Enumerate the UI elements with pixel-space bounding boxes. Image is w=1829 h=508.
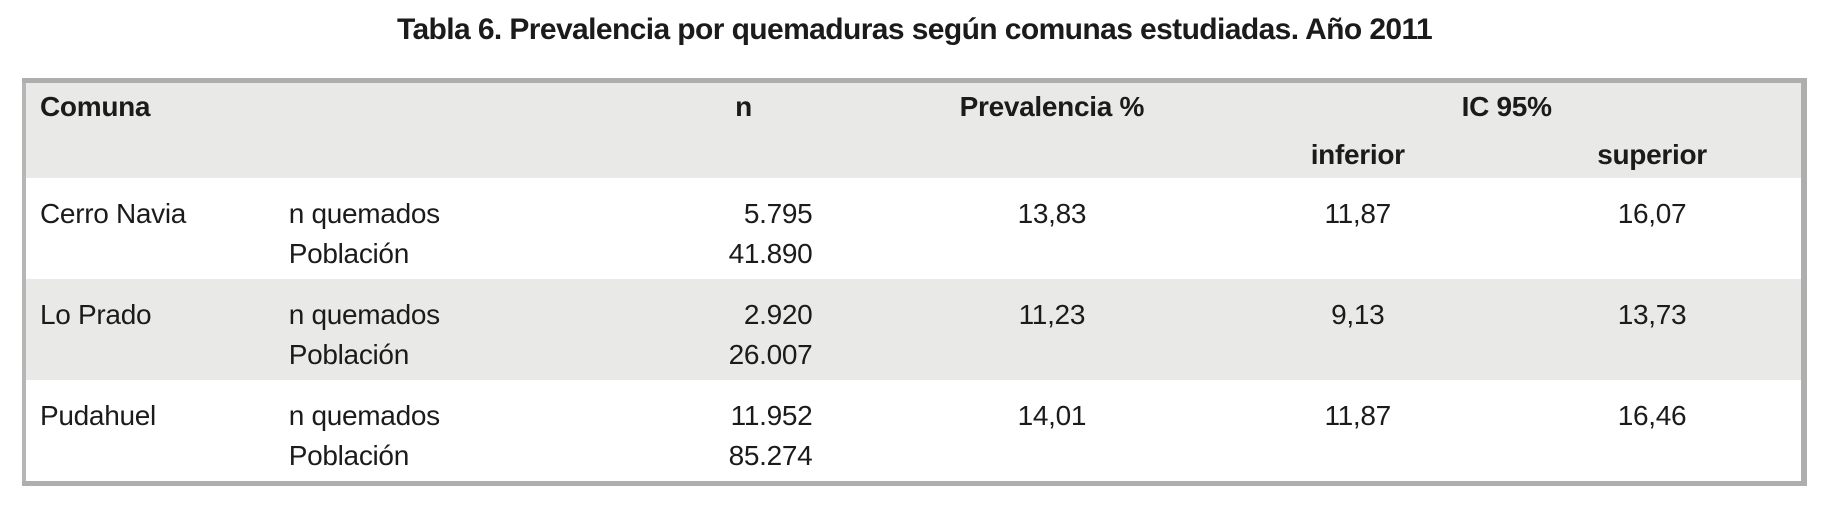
measure-value: 41.890 [728, 238, 813, 269]
table-row-cerro-navia: Cerro Navia n quemados Población 5.795 4… [24, 178, 1804, 279]
col-header-n: n [595, 80, 892, 131]
header-spacer [274, 131, 596, 178]
measure-values: 5.795 41.890 [596, 178, 892, 279]
col-header-ic-superior: superior [1503, 131, 1804, 178]
measure-value: 2.920 [743, 299, 813, 330]
measure-label: n quemados [288, 299, 440, 330]
table-row-lo-prado: Lo Prado n quemados Población 2.920 26.0… [24, 279, 1804, 380]
measure-label: n quemados [288, 400, 440, 431]
prevalence-table: Comuna n Prevalencia % IC 95% inferior s… [22, 78, 1807, 486]
comuna-name: Pudahuel [40, 400, 156, 431]
prevalencia-value: 14,01 [1017, 400, 1087, 431]
ic-inferior-value: 11,87 [1324, 400, 1391, 431]
col-header-ic-inferior: inferior [1212, 131, 1504, 178]
measure-value: 26.007 [728, 339, 813, 370]
ic-inferior-value: 9,13 [1212, 279, 1504, 380]
prevalencia-value: 11,23 [891, 279, 1213, 380]
ic-superior-value: 13,73 [1503, 279, 1804, 380]
measure-label: Población [288, 238, 410, 269]
header-spacer [595, 131, 892, 178]
header-spacer [891, 131, 1213, 178]
comuna-name: Lo Prado [24, 279, 275, 380]
header-spacer [24, 131, 275, 178]
ic-superior-value: 16,46 [1617, 400, 1687, 431]
prevalencia-value: 13,83 [1017, 198, 1087, 229]
table-title: Tabla 6. Prevalencia por quemaduras segú… [396, 13, 1433, 46]
measure-labels: n quemados Población [275, 178, 596, 279]
measure-value: 11.952 [730, 400, 813, 431]
measure-value: 85.274 [728, 440, 813, 471]
ic-inferior-value: 11,87 [1324, 198, 1391, 229]
measure-label: Población [288, 440, 410, 471]
table-row-pudahuel: Pudahuel n quemados Población 11.952 85.… [24, 380, 1804, 484]
ic-superior-value: 16,07 [1617, 198, 1687, 229]
measure-label: n quemados [288, 198, 440, 229]
col-header-prevalencia: Prevalencia % [891, 80, 1213, 131]
measure-labels: n quemados Población [274, 279, 596, 380]
measure-values: 2.920 26.007 [595, 279, 892, 380]
table-header: Comuna n Prevalencia % IC 95% inferior s… [24, 80, 1804, 178]
col-header-ic95: IC 95% [1212, 80, 1804, 131]
header-spacer [274, 80, 596, 131]
col-header-comuna: Comuna [24, 80, 275, 131]
measure-value: 5.795 [743, 198, 813, 229]
measure-values: 11.952 85.274 [596, 380, 892, 484]
measure-label: Población [288, 339, 410, 370]
measure-labels: n quemados Población [275, 380, 596, 484]
comuna-name: Cerro Navia [40, 198, 187, 229]
